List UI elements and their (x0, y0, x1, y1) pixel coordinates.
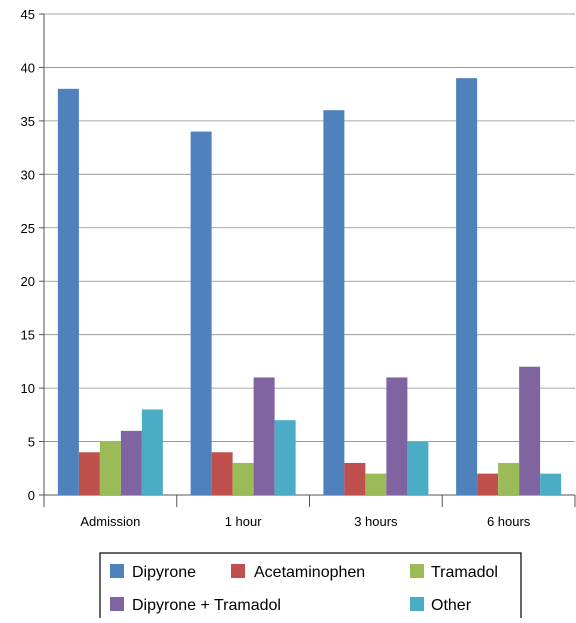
y-tick-label: 25 (21, 221, 35, 236)
y-tick-label: 5 (28, 435, 35, 450)
legend-swatch (410, 597, 424, 611)
legend-swatch (110, 564, 124, 578)
bar-acetaminophen-1-hour (211, 452, 233, 495)
axes (39, 13, 576, 507)
bar-dipyrone-tramadol-3-hours (386, 377, 408, 495)
bar-acetaminophen-6-hours (477, 473, 499, 495)
gridlines (44, 13, 575, 442)
tick-labels: 0 5 10 15 20 25 30 35 40 45 Admission 1 hour 3 hours… (21, 7, 531, 529)
x-tick-label: 1 hour (225, 514, 263, 529)
bar-dipyrone-6-hours (456, 78, 478, 495)
y-tick-label: 15 (21, 328, 35, 343)
bars (57, 78, 562, 496)
y-tick-label: 20 (21, 274, 35, 289)
bar-tramadol-3-hours (365, 473, 387, 495)
bar-dipyrone-tramadol-admission (120, 430, 142, 495)
legend-label: Dipyrone + Tramadol (132, 597, 281, 614)
bar-other-admission (141, 409, 163, 495)
y-tick-label: 45 (21, 7, 35, 22)
y-tick-label: 40 (21, 60, 35, 75)
x-tick-label: 6 hours (487, 514, 531, 529)
y-tick-label: 30 (21, 167, 35, 182)
bar-dipyrone-1-hour (190, 131, 212, 496)
legend-label: Acetaminophen (254, 564, 365, 581)
legend: Dipyrone Acetaminophen Tramadol Dipyrone + … (99, 552, 522, 623)
legend-label: Tramadol (431, 564, 498, 581)
y-tick-label: 10 (21, 381, 35, 396)
legend-swatch (231, 564, 245, 578)
bar-tramadol-admission (99, 441, 121, 495)
y-tick-label: 0 (28, 488, 35, 503)
bar-other-3-hours (407, 441, 429, 495)
x-tick-label: Admission (80, 514, 140, 529)
legend-label: Other (431, 597, 472, 614)
legend-label: Dipyrone (132, 564, 196, 581)
bar-acetaminophen-3-hours (344, 462, 366, 495)
x-tick-label: 3 hours (354, 514, 398, 529)
bar-tramadol-6-hours (498, 462, 520, 495)
bar-tramadol-1-hour (232, 462, 254, 495)
bar-other-1-hour (274, 420, 296, 495)
legend-box (99, 552, 522, 623)
bar-acetaminophen-admission (78, 452, 100, 495)
bar-other-6-hours (540, 473, 562, 495)
y-tick-label: 35 (21, 114, 35, 129)
bar-dipyrone-tramadol-6-hours (519, 366, 541, 495)
bar-dipyrone-tramadol-1-hour (253, 377, 275, 495)
bar-dipyrone-3-hours (323, 110, 345, 495)
bar-dipyrone-admission (57, 88, 79, 496)
legend-swatch (410, 564, 424, 578)
legend-swatch (110, 597, 124, 611)
